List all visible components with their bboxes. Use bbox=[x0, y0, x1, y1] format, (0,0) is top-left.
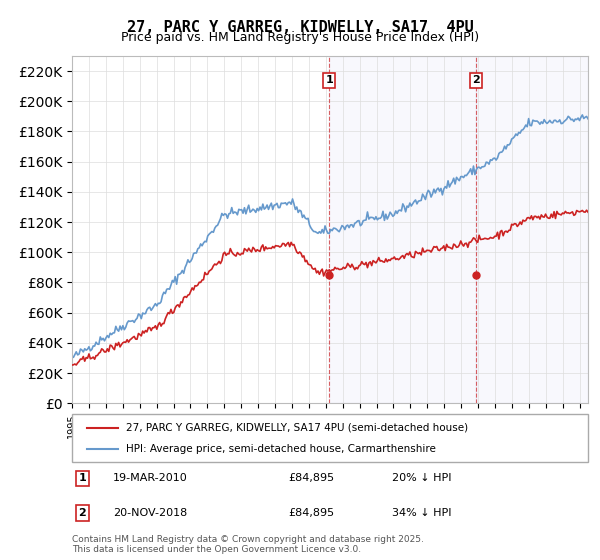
Text: Price paid vs. HM Land Registry's House Price Index (HPI): Price paid vs. HM Land Registry's House … bbox=[121, 31, 479, 44]
Text: 2: 2 bbox=[79, 508, 86, 518]
Bar bbox=[476, 56, 588, 403]
Text: 1: 1 bbox=[79, 473, 86, 483]
Text: £84,895: £84,895 bbox=[289, 473, 335, 483]
Text: Contains HM Land Registry data © Crown copyright and database right 2025.
This d: Contains HM Land Registry data © Crown c… bbox=[72, 535, 424, 554]
Bar bbox=[329, 56, 476, 403]
Text: 20-NOV-2018: 20-NOV-2018 bbox=[113, 508, 188, 518]
Text: 27, PARC Y GARREG, KIDWELLY, SA17  4PU: 27, PARC Y GARREG, KIDWELLY, SA17 4PU bbox=[127, 20, 473, 35]
Text: 20% ↓ HPI: 20% ↓ HPI bbox=[392, 473, 451, 483]
FancyBboxPatch shape bbox=[72, 414, 588, 462]
Text: HPI: Average price, semi-detached house, Carmarthenshire: HPI: Average price, semi-detached house,… bbox=[126, 444, 436, 454]
Text: 34% ↓ HPI: 34% ↓ HPI bbox=[392, 508, 451, 518]
Text: £84,895: £84,895 bbox=[289, 508, 335, 518]
Text: 27, PARC Y GARREG, KIDWELLY, SA17 4PU (semi-detached house): 27, PARC Y GARREG, KIDWELLY, SA17 4PU (s… bbox=[126, 423, 469, 433]
Text: 1: 1 bbox=[325, 75, 333, 85]
Text: 2: 2 bbox=[472, 75, 480, 85]
Text: 19-MAR-2010: 19-MAR-2010 bbox=[113, 473, 188, 483]
